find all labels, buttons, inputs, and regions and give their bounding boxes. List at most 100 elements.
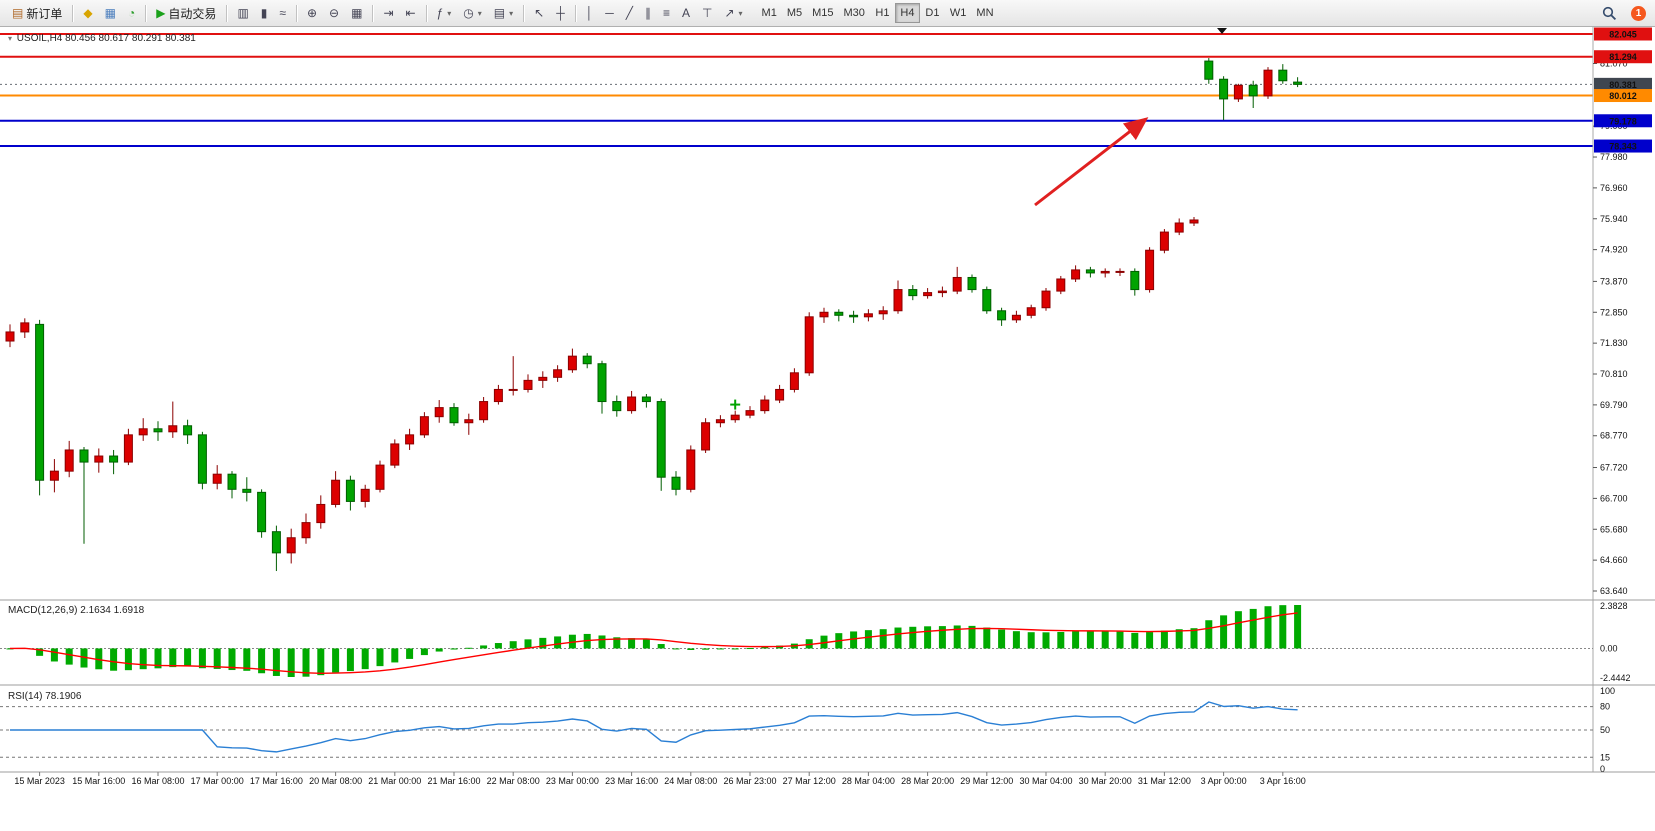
- price-tag-label: 82.045: [1609, 30, 1637, 40]
- templates-icon[interactable]: ▤ ▾: [489, 2, 518, 24]
- timeframe-h1[interactable]: H1: [870, 3, 895, 23]
- timeframe-w1[interactable]: W1: [945, 3, 972, 23]
- arrows-icon: ↗: [724, 6, 735, 20]
- gold-icon[interactable]: ◆: [78, 2, 97, 24]
- candle-body: [360, 488, 370, 502]
- notification-badge[interactable]: 1: [1631, 5, 1646, 21]
- indicators-icon[interactable]: ƒ ▾: [432, 2, 457, 24]
- auto-scroll-icon[interactable]: ⇥: [378, 2, 398, 24]
- tile-windows-icon[interactable]: ▦: [346, 2, 367, 24]
- time-axis-label: 30 Mar 20:00: [1079, 776, 1132, 786]
- timeframe-m30[interactable]: M30: [839, 3, 870, 23]
- price-tick-label: 72.850: [1600, 307, 1628, 317]
- timeframe-h4[interactable]: H4: [894, 3, 920, 23]
- chart-shift-icon[interactable]: ⇤: [401, 2, 421, 24]
- candle-body: [538, 376, 548, 381]
- fibonacci-icon[interactable]: ≡: [658, 2, 675, 24]
- candle-body: [138, 428, 148, 436]
- macd-indicator-name: MACD(12,26,9): [8, 605, 78, 616]
- toolbar-separator: [574, 4, 576, 22]
- macd-label: MACD(12,26,9) 2.1634 1.6918: [8, 605, 144, 616]
- macd-scale-label: -2.4442: [1600, 673, 1631, 683]
- auto-scroll-icon: ⇥: [383, 6, 394, 20]
- refresh-icon: ◔: [127, 6, 136, 20]
- time-axis-label: 17 Mar 00:00: [191, 776, 244, 786]
- timeframe-mn[interactable]: MN: [971, 3, 998, 23]
- candle-body: [493, 388, 503, 403]
- label-icon[interactable]: ⊤: [697, 2, 717, 24]
- crosshair-icon[interactable]: ┼: [551, 2, 570, 24]
- toolbar-separator: [425, 4, 427, 22]
- timeframe-m5[interactable]: M5: [782, 3, 807, 23]
- candle-body: [1248, 84, 1258, 97]
- sell-marker-triangle-icon[interactable]: [1217, 28, 1227, 34]
- line-chart-icon: ≈: [279, 6, 286, 20]
- periods-menu-icon[interactable]: ◷ ▾: [458, 2, 487, 24]
- cursor-icon[interactable]: ↖: [529, 2, 549, 24]
- candle-body: [745, 410, 755, 416]
- time-axis-label: 23 Mar 00:00: [546, 776, 599, 786]
- candle-body: [286, 537, 296, 554]
- price-tag-label: 81.294: [1609, 52, 1637, 62]
- trend-arrow[interactable]: [1034, 117, 1149, 207]
- candle-body: [183, 425, 193, 436]
- arrows-icon[interactable]: ↗ ▾: [719, 2, 747, 24]
- candle-body: [878, 310, 888, 315]
- price-chart-canvas[interactable]: 81.07079.00077.98076.96075.94074.92073.8…: [0, 27, 1655, 831]
- gold-icon: ◆: [83, 6, 93, 20]
- zoom-out-icon[interactable]: ⊖: [324, 2, 344, 24]
- line-chart-icon[interactable]: ≈: [274, 2, 291, 24]
- new-order-button[interactable]: ▤ 新订单: [7, 2, 67, 24]
- crosshair-icon: ┼: [556, 6, 565, 20]
- time-axis-label: 28 Mar 04:00: [842, 776, 895, 786]
- time-axis-label: 21 Mar 16:00: [427, 776, 480, 786]
- candle-body: [1159, 231, 1169, 251]
- candle-body: [331, 479, 341, 505]
- timeframe-toolbar: M1 M5 M15 M30 H1 H4 D1 W1 MN: [757, 3, 999, 23]
- candlestick-chart-icon: ▮: [260, 6, 268, 20]
- collapse-icon[interactable]: ▾: [8, 34, 13, 43]
- channel-icon[interactable]: ∥: [640, 2, 656, 24]
- autotrading-button[interactable]: ▶ 自动交易: [151, 2, 221, 24]
- candlestick-chart-icon[interactable]: ▮: [256, 2, 273, 24]
- candle-body: [937, 290, 947, 294]
- fibonacci-icon: ≡: [662, 6, 670, 20]
- time-axis-label: 26 Mar 23:00: [723, 776, 776, 786]
- time-axis-label: 31 Mar 12:00: [1138, 776, 1191, 786]
- candle-body: [804, 316, 814, 374]
- candle-body: [656, 401, 666, 478]
- candle-body: [1293, 81, 1303, 85]
- price-tick-label: 68.770: [1600, 431, 1628, 441]
- candle-body: [390, 443, 400, 466]
- bar-chart-icon[interactable]: ▥: [232, 2, 253, 24]
- zoom-in-icon[interactable]: ⊕: [302, 2, 322, 24]
- candle-body: [168, 425, 178, 433]
- templates-icon: ▤: [493, 6, 506, 20]
- timeframe-d1[interactable]: D1: [920, 3, 945, 23]
- market-grid-icon: ▦: [104, 6, 116, 20]
- timeframe-m1[interactable]: M1: [757, 3, 782, 23]
- time-axis-label: 17 Mar 16:00: [250, 776, 303, 786]
- candle-body: [893, 289, 903, 312]
- candle-body: [419, 416, 429, 436]
- price-tick-label: 63.640: [1600, 586, 1628, 596]
- candle-body: [627, 396, 637, 412]
- candle-body: [1263, 69, 1273, 97]
- timeframe-m15[interactable]: M15: [807, 3, 838, 23]
- buy-marker-plus-icon[interactable]: [730, 399, 741, 410]
- indicators-icon: ƒ: [436, 6, 444, 20]
- candle-body: [997, 310, 1007, 321]
- trendline-icon[interactable]: ╱: [621, 2, 638, 24]
- vertical-line-icon[interactable]: │: [581, 2, 599, 24]
- price-tag: [1594, 89, 1652, 103]
- toolbar-button-groups: ▤ 新订单 ◆ ▦ ◔ ▶ 自动交易 ▥ ▮ ≈ ⊕ ⊖ ▦ ⇥ ⇤ ƒ ▾ ◷ ▾ ▤ ▾ ↖ ┼ │ ─ ╱ ∥ ≡ A ⊤ ↗ ▾: [6, 0, 749, 26]
- text-icon[interactable]: A: [677, 2, 695, 24]
- rsi-indicator-name: RSI(14): [8, 691, 43, 702]
- refresh-icon[interactable]: ◔: [123, 2, 140, 24]
- chart-area[interactable]: 81.07079.00077.98076.96075.94074.92073.8…: [0, 27, 1655, 831]
- search-icon[interactable]: [1596, 5, 1623, 22]
- time-axis-label: 21 Mar 00:00: [368, 776, 421, 786]
- price-tick-label: 75.940: [1600, 214, 1628, 224]
- market-grid-icon[interactable]: ▦: [100, 2, 121, 24]
- horizontal-line-icon[interactable]: ─: [600, 2, 619, 24]
